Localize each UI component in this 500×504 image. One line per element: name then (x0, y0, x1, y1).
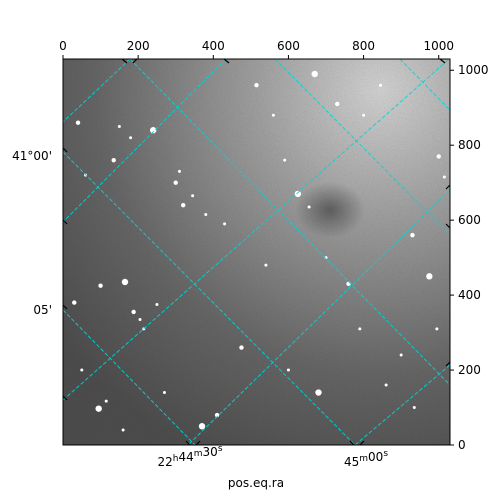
star-25 (358, 327, 362, 331)
world-tick-left-2 (62, 304, 68, 401)
star-16 (204, 213, 208, 217)
coordinate-grid (63, 59, 450, 445)
star-6 (98, 283, 103, 288)
star-22 (307, 205, 311, 209)
y-tick-label-3: 600 (458, 213, 481, 227)
star-33 (335, 101, 340, 107)
star-21 (294, 190, 302, 198)
dec-tick-label-0: 41°00' (12, 149, 52, 163)
star-8 (155, 302, 159, 306)
y-tick-label-4: 800 (458, 138, 481, 152)
y-tick-label-1: 200 (458, 363, 481, 377)
x-tick-label-0: 0 (59, 39, 67, 53)
star-29 (435, 327, 439, 331)
star-26 (384, 383, 388, 387)
grid-line-ra-5 (354, 364, 450, 445)
world-ticks (62, 58, 451, 446)
star-49 (198, 423, 206, 430)
star-36 (75, 120, 81, 125)
world-axis-labels: 22h44m30s 45m00s 41°00' 05' pos.eq.ra (12, 149, 388, 490)
world-tick-top-1 (121, 58, 138, 64)
star-0 (95, 405, 102, 412)
grid-line-ra-1 (63, 59, 131, 123)
star-38 (117, 124, 121, 128)
star-4 (138, 317, 142, 321)
x-tick-label-5: 1000 (423, 39, 454, 53)
grid-line-ra-4 (187, 189, 450, 445)
star-47 (80, 368, 84, 372)
y-tick-label-0: 0 (458, 438, 466, 452)
star-40 (264, 263, 268, 267)
x-tick-label-3: 600 (277, 39, 300, 53)
star-44 (412, 406, 416, 410)
y-tick-label-5: 1000 (458, 63, 489, 77)
star-9 (173, 180, 178, 185)
star-12 (111, 157, 116, 163)
world-tick-top-3 (439, 58, 446, 64)
world-tick-right-1 (445, 184, 451, 229)
y-tick-label-2: 400 (458, 288, 481, 302)
stars (72, 70, 446, 432)
star-20 (283, 158, 287, 162)
world-tick-right-2 (445, 361, 451, 367)
star-13 (129, 136, 133, 140)
star-1 (104, 399, 108, 403)
dec-tick-label-1: 05' (33, 303, 52, 317)
pixel-axes: 0 200 400 600 800 1000 0 200 400 600 800 1000 (59, 39, 488, 452)
grid-line-dec-2 (63, 309, 196, 445)
star-42 (315, 389, 322, 396)
star-46 (162, 391, 166, 395)
grid-line-dec-3 (129, 59, 450, 386)
star-31 (442, 175, 446, 179)
star-17 (223, 222, 227, 226)
grid-line-ra-2 (63, 59, 227, 223)
star-48 (72, 300, 77, 305)
x-tick-label-2: 400 (202, 39, 225, 53)
grid-line-dec-4 (274, 59, 450, 236)
star-2 (121, 428, 125, 432)
star-10 (177, 169, 181, 173)
star-41 (286, 368, 290, 372)
grid-line-ra-3 (63, 59, 449, 401)
star-27 (410, 232, 415, 238)
star-3 (131, 309, 136, 315)
star-30 (436, 154, 441, 159)
x-axis-label: pos.eq.ra (228, 476, 284, 490)
world-tick-top-2 (223, 58, 230, 64)
sky-image (63, 59, 450, 445)
star-11 (191, 194, 195, 198)
star-43 (399, 353, 403, 357)
star-34 (378, 83, 382, 87)
x-tick-label-1: 200 (127, 39, 150, 53)
plot-frame (62, 58, 451, 446)
star-39 (239, 345, 244, 350)
star-18 (254, 83, 259, 88)
world-tick-bottom-1 (185, 440, 201, 446)
world-tick-left-1 (62, 147, 68, 225)
star-19 (271, 113, 275, 117)
star-45 (214, 412, 220, 418)
world-tick-bottom-2 (349, 440, 365, 446)
star-7 (121, 278, 129, 286)
star-14 (149, 127, 157, 134)
ra-tick-label-1: 45m00s (344, 449, 388, 469)
grid-line-dec-1 (63, 151, 356, 445)
x-tick-label-4: 800 (352, 39, 375, 53)
star-35 (311, 70, 318, 78)
star-32 (362, 113, 366, 117)
star-28 (426, 273, 433, 280)
ra-tick-label-0: 22h44m30s (157, 444, 222, 469)
star-15 (181, 202, 186, 208)
